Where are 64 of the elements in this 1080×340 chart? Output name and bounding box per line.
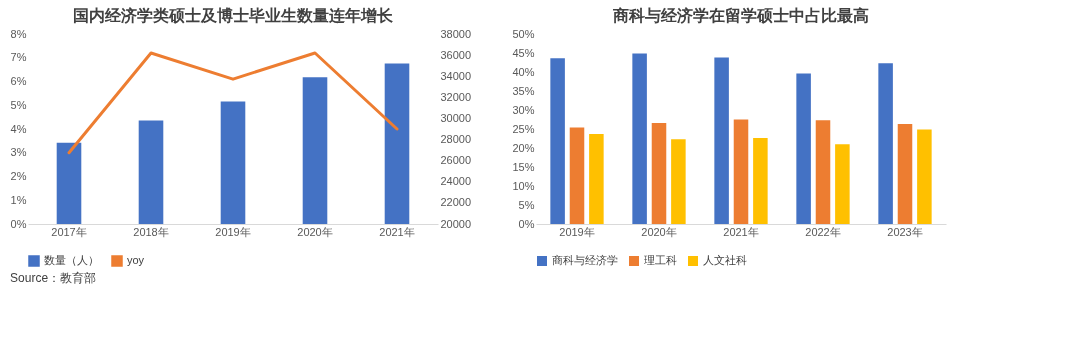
y2-tick-label: 24000 [440, 175, 472, 188]
y2-tick-label: 28000 [440, 133, 472, 146]
y-tick-label: 6% [10, 75, 27, 87]
y2-tick-label: 20000 [440, 217, 472, 230]
y2-tick-label: 34000 [440, 69, 472, 82]
legend-label: yoy [127, 254, 145, 266]
y-tick-label: 40% [512, 65, 535, 78]
bar [569, 127, 585, 224]
x-tick-label: 2020年 [297, 225, 333, 238]
bar [835, 144, 850, 224]
x-tick-label: 2017年 [51, 225, 87, 238]
bar [917, 129, 932, 224]
bar [671, 139, 686, 224]
legend-label: 数量（人） [44, 254, 99, 266]
y-tick-label: 7% [10, 51, 27, 64]
y2-tick-label: 38000 [440, 27, 472, 40]
bar [550, 58, 565, 224]
y-tick-label: 30% [512, 103, 535, 116]
y2-tick-label: 32000 [440, 90, 472, 103]
bar [651, 122, 667, 224]
source-note: Source：教育部 [10, 271, 97, 285]
y2-tick-label: 36000 [440, 48, 472, 61]
y-tick-label: 0% [518, 217, 535, 230]
y-tick-label: 15% [512, 160, 535, 173]
y2-tick-label: 30000 [440, 111, 472, 124]
chart-title: 国内经济学类硕士及博士毕业生数量连年增长 [73, 7, 394, 24]
y-tick-label: 4% [10, 122, 27, 135]
legend-label: 商科与经济学 [552, 254, 618, 266]
y-tick-label: 20% [512, 141, 535, 154]
x-tick-label: 2023年 [887, 225, 923, 238]
bar [796, 73, 811, 224]
bar [714, 57, 729, 224]
bar [589, 133, 604, 224]
bar [878, 63, 893, 224]
bar [632, 53, 647, 224]
y2-tick-label: 26000 [440, 154, 472, 167]
y2-tick-label: 22000 [440, 196, 472, 209]
y-tick-label: 5% [10, 98, 27, 111]
y-tick-label: 3% [10, 146, 27, 159]
x-tick-label: 2020年 [641, 225, 677, 238]
x-tick-label: 2022年 [805, 225, 841, 238]
y-tick-label: 45% [512, 46, 535, 59]
bar [753, 138, 768, 224]
y-tick-label: 50% [512, 27, 535, 40]
y-tick-label: 25% [512, 122, 535, 135]
y-tick-label: 5% [518, 198, 535, 211]
bar [733, 119, 749, 224]
y-tick-label: 0% [10, 217, 27, 230]
chart-title: 商科与经济学在留学硕士中占比最高 [612, 6, 869, 24]
bar [897, 124, 913, 224]
y-tick-label: 10% [512, 179, 535, 192]
x-tick-label: 2019年 [215, 225, 251, 238]
y-tick-label: 2% [10, 170, 27, 182]
y-tick-label: 35% [512, 84, 535, 97]
line-series [67, 51, 399, 155]
x-tick-label: 2018年 [133, 225, 169, 238]
legend-label: 人文社科 [703, 254, 747, 266]
x-tick-label: 2019年 [559, 225, 595, 238]
y-tick-label: 8% [10, 27, 27, 40]
legend-label: 理工科 [644, 254, 677, 266]
x-tick-label: 2021年 [379, 225, 415, 238]
x-tick-label: 2021年 [723, 225, 759, 238]
bar [815, 120, 831, 224]
y-tick-label: 1% [10, 193, 27, 206]
